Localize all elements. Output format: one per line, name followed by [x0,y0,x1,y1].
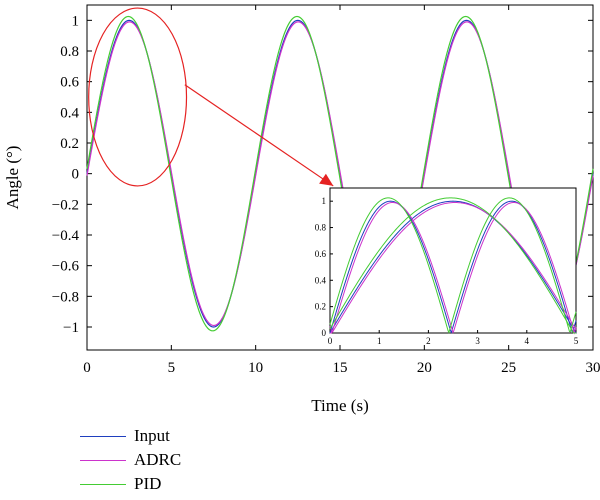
legend-item-pid: PID [80,472,280,496]
inset-series-arc-input [329,200,577,334]
y-tick-label: 0.4 [60,105,79,121]
inset-y-tick-label: 0 [322,328,327,338]
x-tick-label: 30 [586,360,600,376]
inset-series-line-input [329,200,577,334]
y-tick-label: −1 [63,320,79,336]
main-axes: 0 5 10 15 20 25 30−1−0.8−0.6−0.4−0.200.20.40.6… [52,4,600,376]
y-tick-label: 0 [72,167,80,183]
chart: 0 5 10 15 20 25 30−1−0.8−0.6−0.4−0.200.20.40.6… [3,4,600,415]
inset-y-tick-label: 0.2 [315,302,326,312]
inset-x-tick-label: 5 [574,336,579,346]
zoom-arrow-line [184,84,334,187]
x-tick-label: 25 [501,360,516,376]
inset-series-arc-pid [329,197,576,334]
inset-series-arc-adrc [330,201,577,334]
inset-y-tick-label: 0.6 [315,249,327,259]
x-tick-label: 20 [417,360,432,376]
y-tick-label: −0.8 [52,289,79,305]
legend-swatch-adrc [80,459,126,461]
legend-swatch-input [80,435,126,437]
legend: Input ADRC PID [80,424,280,496]
main-series [86,15,594,332]
x-tick-label: 15 [333,360,348,376]
zoom-arrow-head [319,173,334,186]
y-axis-label: Angle (°) [3,146,22,210]
inset-series-line-adrc [329,201,577,335]
inset-plot: 0 1 2 3 4 5 0 0.2 0.4 0.6 0.8 1 [315,187,579,346]
x-tick-label: 0 [83,360,91,376]
legend-item-adrc: ADRC [80,448,280,472]
y-tick-label: 0.6 [60,75,79,91]
inset-x-tick-label: 2 [426,336,431,346]
inset-x-tick-label: 1 [377,336,382,346]
y-tick-label: 1 [72,13,80,29]
inset-x-tick-label: 0 [328,336,333,346]
zoom-ellipse [88,7,188,187]
series-line-pid [86,15,594,332]
y-tick-label: 0.8 [60,44,79,60]
x-tick-label: 10 [248,360,263,376]
y-tick-label: −0.4 [52,228,80,244]
y-tick-label: 0.2 [60,136,79,152]
y-tick-label: −0.6 [52,259,80,275]
x-tick-label: 5 [168,360,176,376]
legend-item-input: Input [80,424,280,448]
x-axis-label: Time (s) [311,396,368,415]
inset-series-line-pid [329,197,577,334]
annotations [88,7,334,187]
legend-swatch-pid [80,483,126,485]
inset-y-tick-label: 0.8 [315,223,327,233]
legend-label-pid: PID [134,474,162,493]
legend-label-input: Input [134,426,170,445]
inset-x-tick-label: 4 [525,336,530,346]
legend-label-adrc: ADRC [134,450,182,469]
inset-frame [329,187,577,334]
series-line-adrc [86,21,594,327]
inset-y-tick-label: 0.4 [315,275,327,285]
y-tick-label: −0.2 [52,197,79,213]
inset-x-tick-label: 3 [475,336,480,346]
inset-y-tick-label: 1 [322,196,327,206]
